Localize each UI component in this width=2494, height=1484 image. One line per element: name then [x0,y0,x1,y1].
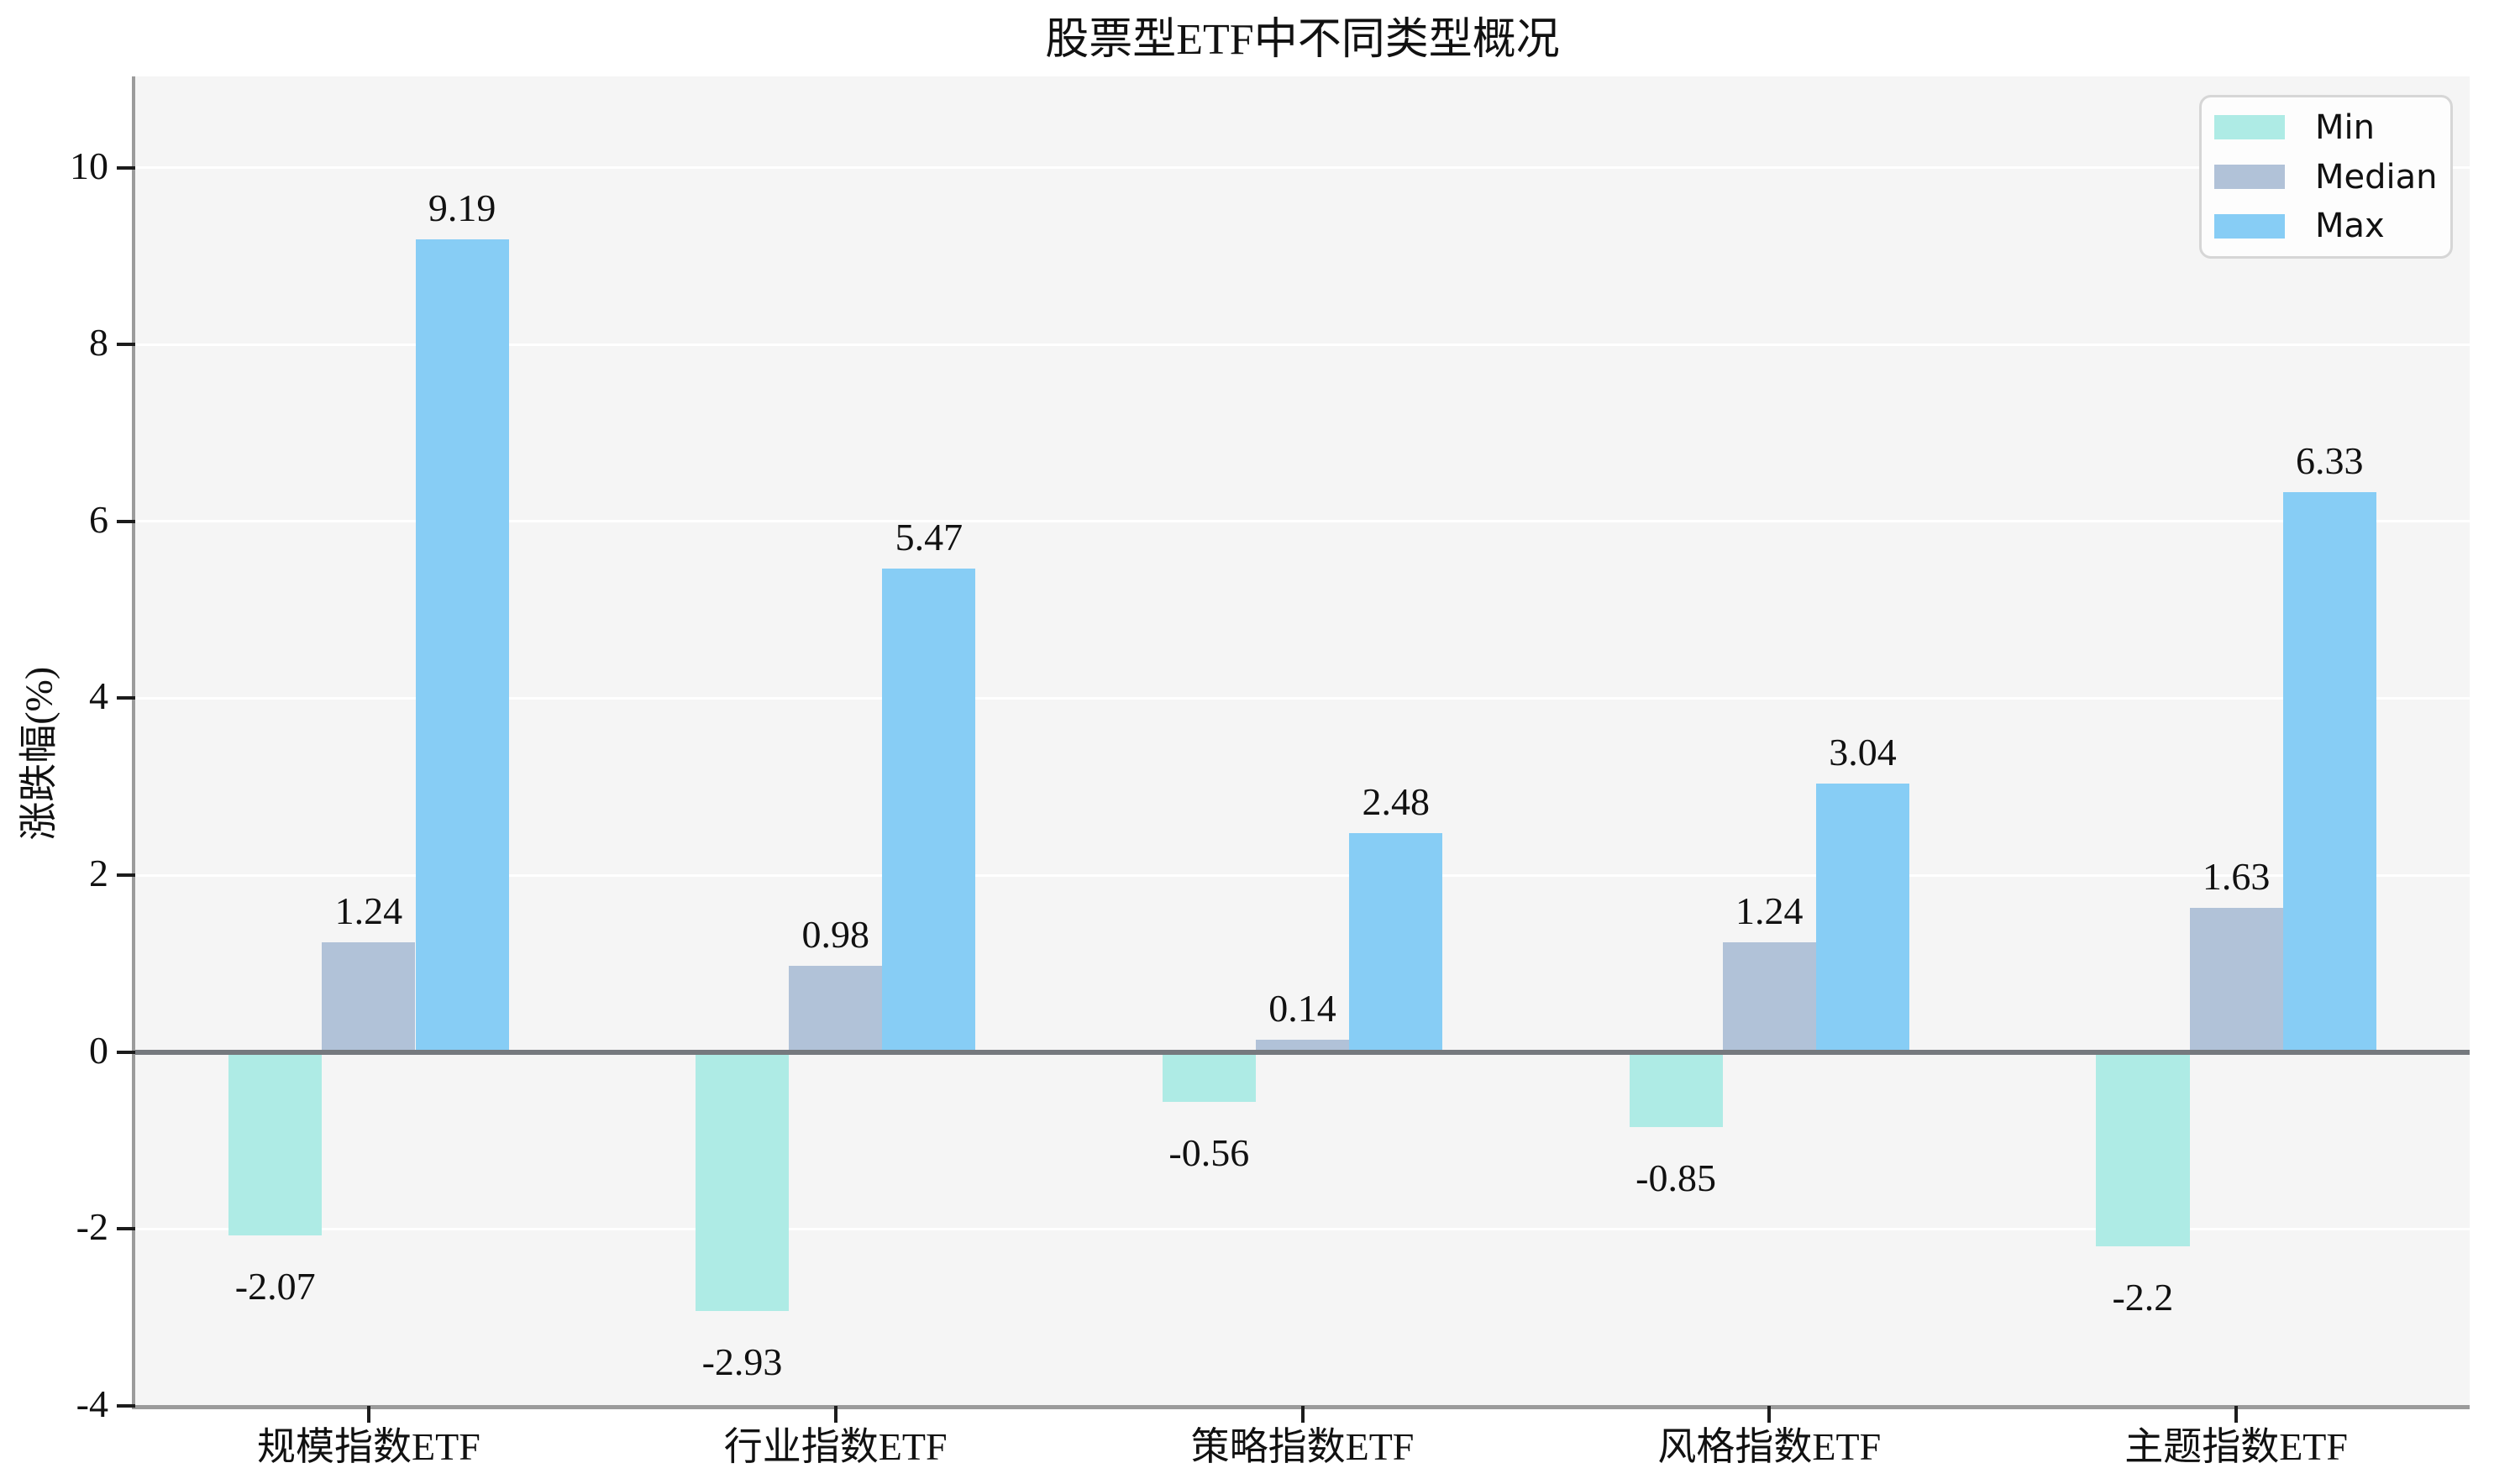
median-bar [322,942,416,1052]
legend: Min Median Max [2199,95,2453,259]
y-tick-mark [117,1404,135,1408]
x-tick-mark [2234,1406,2239,1423]
x-tick-mark [1767,1406,1772,1423]
grid-line [135,873,2470,877]
grid-line [135,166,2470,169]
max-bar-value-label: 9.19 [428,186,496,229]
grid-line [135,1227,2470,1230]
min-bar-value-label: -2.07 [234,1264,316,1308]
y-tick-mark [117,696,135,700]
x-tick-mark [1300,1406,1305,1423]
min-bar [1162,1051,1256,1102]
y-tick-label: 2 [89,852,108,895]
max-legend-swatch [2214,213,2285,239]
y-tick-label: -4 [76,1382,108,1425]
median-bar-value-label: 0.14 [1268,987,1336,1030]
grid-line [135,520,2470,523]
min-bar [1629,1051,1723,1128]
x-category-label: 风格指数ETF [1657,1425,1882,1468]
min-bar [696,1051,790,1312]
median-bar [1722,942,1816,1052]
median-bar-value-label: 0.98 [801,912,869,956]
min-bar [2096,1051,2190,1247]
max-bar-value-label: 3.04 [1829,730,1897,773]
y-tick-mark [117,873,135,878]
grid-line [135,696,2470,700]
y-tick-mark [117,165,135,170]
y-tick-mark [117,519,135,523]
max-bar [882,568,976,1052]
x-category-label: 规模指数ETF [257,1425,480,1468]
zero-line [135,1049,2470,1055]
y-tick-label: 4 [89,674,108,718]
max-bar [1815,783,1910,1052]
max-bar [415,239,509,1052]
max-legend-label: Max [2315,207,2385,246]
max-bar [1349,832,1443,1052]
y-tick-label: 8 [89,321,108,364]
max-bar-value-label: 2.48 [1362,779,1430,823]
max-bar-value-label: 5.47 [895,515,963,558]
median-bar [789,965,883,1052]
y-tick-label: 0 [89,1028,108,1072]
median-legend-label: Median [2315,157,2438,197]
median-bar-value-label: 1.63 [2202,855,2271,898]
y-tick-label: 6 [89,497,108,541]
min-bar-value-label: -0.56 [1168,1130,1250,1174]
median-bar [1255,1040,1350,1052]
grid-line [135,343,2470,346]
median-bar-value-label: 1.24 [1735,889,1804,933]
max-bar [2282,492,2376,1052]
plot-area [135,76,2470,1406]
y-tick-label: 10 [70,144,108,187]
min-legend-swatch [2214,115,2285,140]
max-bar-value-label: 6.33 [2296,439,2364,482]
min-bar-value-label: -2.2 [2112,1276,2174,1319]
chart-title: 股票型ETF中不同类型概况 [1045,16,1560,64]
min-bar-value-label: -2.93 [701,1340,783,1384]
y-tick-label: -2 [76,1205,108,1249]
y-tick-mark [117,1227,135,1231]
median-bar-value-label: 1.24 [334,889,403,933]
y-tick-mark [117,1050,135,1054]
min-bar [228,1051,323,1235]
legend-row: Median [2214,158,2450,197]
x-category-label: 主题指数ETF [2124,1425,2348,1468]
legend-row: Min [2214,108,2450,147]
legend-row: Max [2214,207,2450,245]
x-category-label: 策略指数ETF [1190,1425,1415,1468]
y-tick-mark [117,343,135,347]
x-tick-mark [833,1406,837,1423]
median-legend-swatch [2214,165,2285,189]
x-category-label: 行业指数ETF [723,1425,948,1468]
min-legend-label: Min [2315,107,2375,147]
left-spine [132,76,135,1409]
min-bar-value-label: -0.85 [1636,1156,1716,1200]
median-bar [2189,908,2283,1052]
x-tick-mark [366,1406,370,1423]
